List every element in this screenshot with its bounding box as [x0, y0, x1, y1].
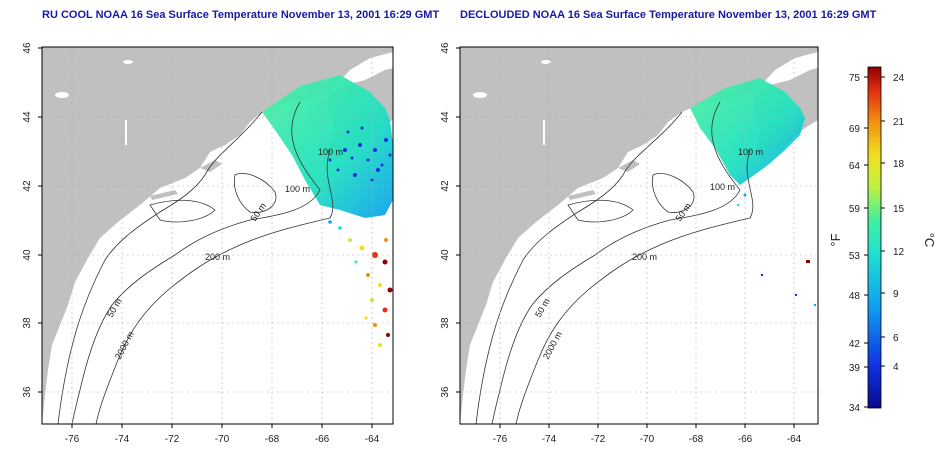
right-x-tick-label: -76 — [493, 434, 508, 445]
right-x-tick-label: -66 — [738, 434, 753, 445]
left-x-tick-label: -76 — [65, 434, 80, 445]
colorbar-f-tick: 69 — [849, 124, 861, 135]
left-x-tick-label: -72 — [165, 434, 180, 445]
left-contour-label-100m-b: 100 m — [285, 184, 310, 194]
right-y-tick-label: 42 — [440, 180, 451, 192]
left-y-tick-label: 36 — [22, 386, 33, 398]
left-panel-title: RU COOL NOAA 16 Sea Surface Temperature … — [42, 9, 440, 21]
right-y-tick-label: 38 — [440, 317, 451, 329]
colorbar-f-tick: 34 — [849, 403, 861, 414]
right-y-tick-label: 44 — [440, 111, 451, 123]
right-contour-label-100m-a: 100 m — [738, 147, 763, 157]
left-sst-cold-speckles — [328, 126, 392, 182]
right-lake — [473, 92, 487, 98]
colorbar-f-tick: 39 — [849, 363, 861, 374]
left-x-tick-label: -74 — [115, 434, 130, 445]
left-bathymetry-contours — [57, 101, 334, 424]
left-contour-label-100m-a: 100 m — [318, 147, 343, 157]
right-land-mass — [460, 47, 818, 424]
colorbar-fahrenheit-ticks: 75 69 64 59 53 48 42 39 34 — [849, 73, 868, 414]
colorbar: 75 69 64 59 53 48 42 39 34 24 21 18 15 1… — [828, 66, 937, 414]
colorbar-celsius-label: °C — [922, 233, 937, 248]
right-land-long-island — [568, 190, 596, 200]
left-sst-swath — [262, 75, 393, 218]
colorbar-f-tick: 59 — [849, 204, 861, 215]
colorbar-fahrenheit-label: °F — [828, 233, 843, 246]
colorbar-c-tick: 4 — [893, 362, 899, 373]
right-contour-label-200m: 200 m — [632, 252, 657, 262]
colorbar-c-tick: 24 — [893, 73, 905, 84]
left-x-tick-label: -70 — [215, 434, 230, 445]
colorbar-c-tick: 6 — [893, 333, 899, 344]
left-y-axis: 46 44 42 40 38 36 — [22, 42, 42, 398]
left-x-tick-label: -68 — [265, 434, 280, 445]
left-contour-label-200m: 200 m — [205, 252, 230, 262]
colorbar-c-tick: 12 — [893, 247, 905, 258]
colorbar-f-tick: 42 — [849, 339, 861, 350]
right-x-tick-label: -74 — [542, 434, 557, 445]
colorbar-f-tick: 48 — [849, 291, 861, 302]
colorbar-c-tick: 15 — [893, 204, 905, 215]
right-contour-label-100m-b: 100 m — [710, 182, 735, 192]
right-y-axis: 46 44 42 40 38 36 — [440, 42, 460, 398]
right-x-tick-label: -72 — [591, 434, 606, 445]
colorbar-f-tick: 53 — [849, 251, 861, 262]
right-map-frame — [459, 46, 819, 425]
right-x-tick-label: -70 — [640, 434, 655, 445]
left-land-mass — [42, 47, 393, 424]
right-sst-speckles — [736, 193, 817, 307]
left-sst-warm-speckles — [328, 220, 393, 347]
colorbar-f-tick: 75 — [849, 73, 861, 84]
left-y-tick-label: 42 — [22, 180, 33, 192]
left-land-long-island — [150, 190, 178, 200]
right-lake — [541, 60, 551, 64]
right-map-panel: 100 m 100 m 50 m 200 m 50 m 2000 m -76 -… — [440, 42, 819, 445]
right-x-tick-label: -68 — [689, 434, 704, 445]
left-map-panel: 100 m 100 m 50 m 200 m 50 m 2000 m -76 — [22, 42, 394, 445]
left-y-tick-label: 40 — [22, 249, 33, 261]
right-y-tick-label: 36 — [440, 386, 451, 398]
left-y-tick-label: 38 — [22, 317, 33, 329]
colorbar-celsius-ticks: 24 21 18 15 12 9 6 4 — [881, 73, 905, 373]
left-x-tick-label: -66 — [315, 434, 330, 445]
left-x-axis: -76 -74 -72 -70 -68 -66 -64 — [65, 424, 380, 445]
left-x-tick-label: -64 — [365, 434, 380, 445]
left-gridlines — [42, 47, 393, 424]
left-lake — [55, 92, 69, 98]
colorbar-ramp — [867, 66, 882, 409]
right-panel-title: DECLOUDED NOAA 16 Sea Surface Temperatur… — [460, 9, 877, 21]
right-x-axis: -76 -74 -72 -70 -68 -66 -64 — [493, 424, 802, 445]
right-lake-champlain — [543, 120, 545, 145]
right-y-tick-label: 46 — [440, 42, 451, 54]
left-y-tick-label: 44 — [22, 111, 33, 123]
colorbar-c-tick: 9 — [893, 289, 899, 300]
left-lake-champlain — [125, 120, 127, 145]
right-x-tick-label: -64 — [787, 434, 802, 445]
left-y-tick-label: 46 — [22, 42, 33, 54]
left-map-frame — [41, 46, 394, 425]
right-y-tick-label: 40 — [440, 249, 451, 261]
colorbar-f-tick: 64 — [849, 161, 861, 172]
left-lake — [123, 60, 133, 64]
colorbar-c-tick: 18 — [893, 159, 905, 170]
colorbar-c-tick: 21 — [893, 117, 905, 128]
